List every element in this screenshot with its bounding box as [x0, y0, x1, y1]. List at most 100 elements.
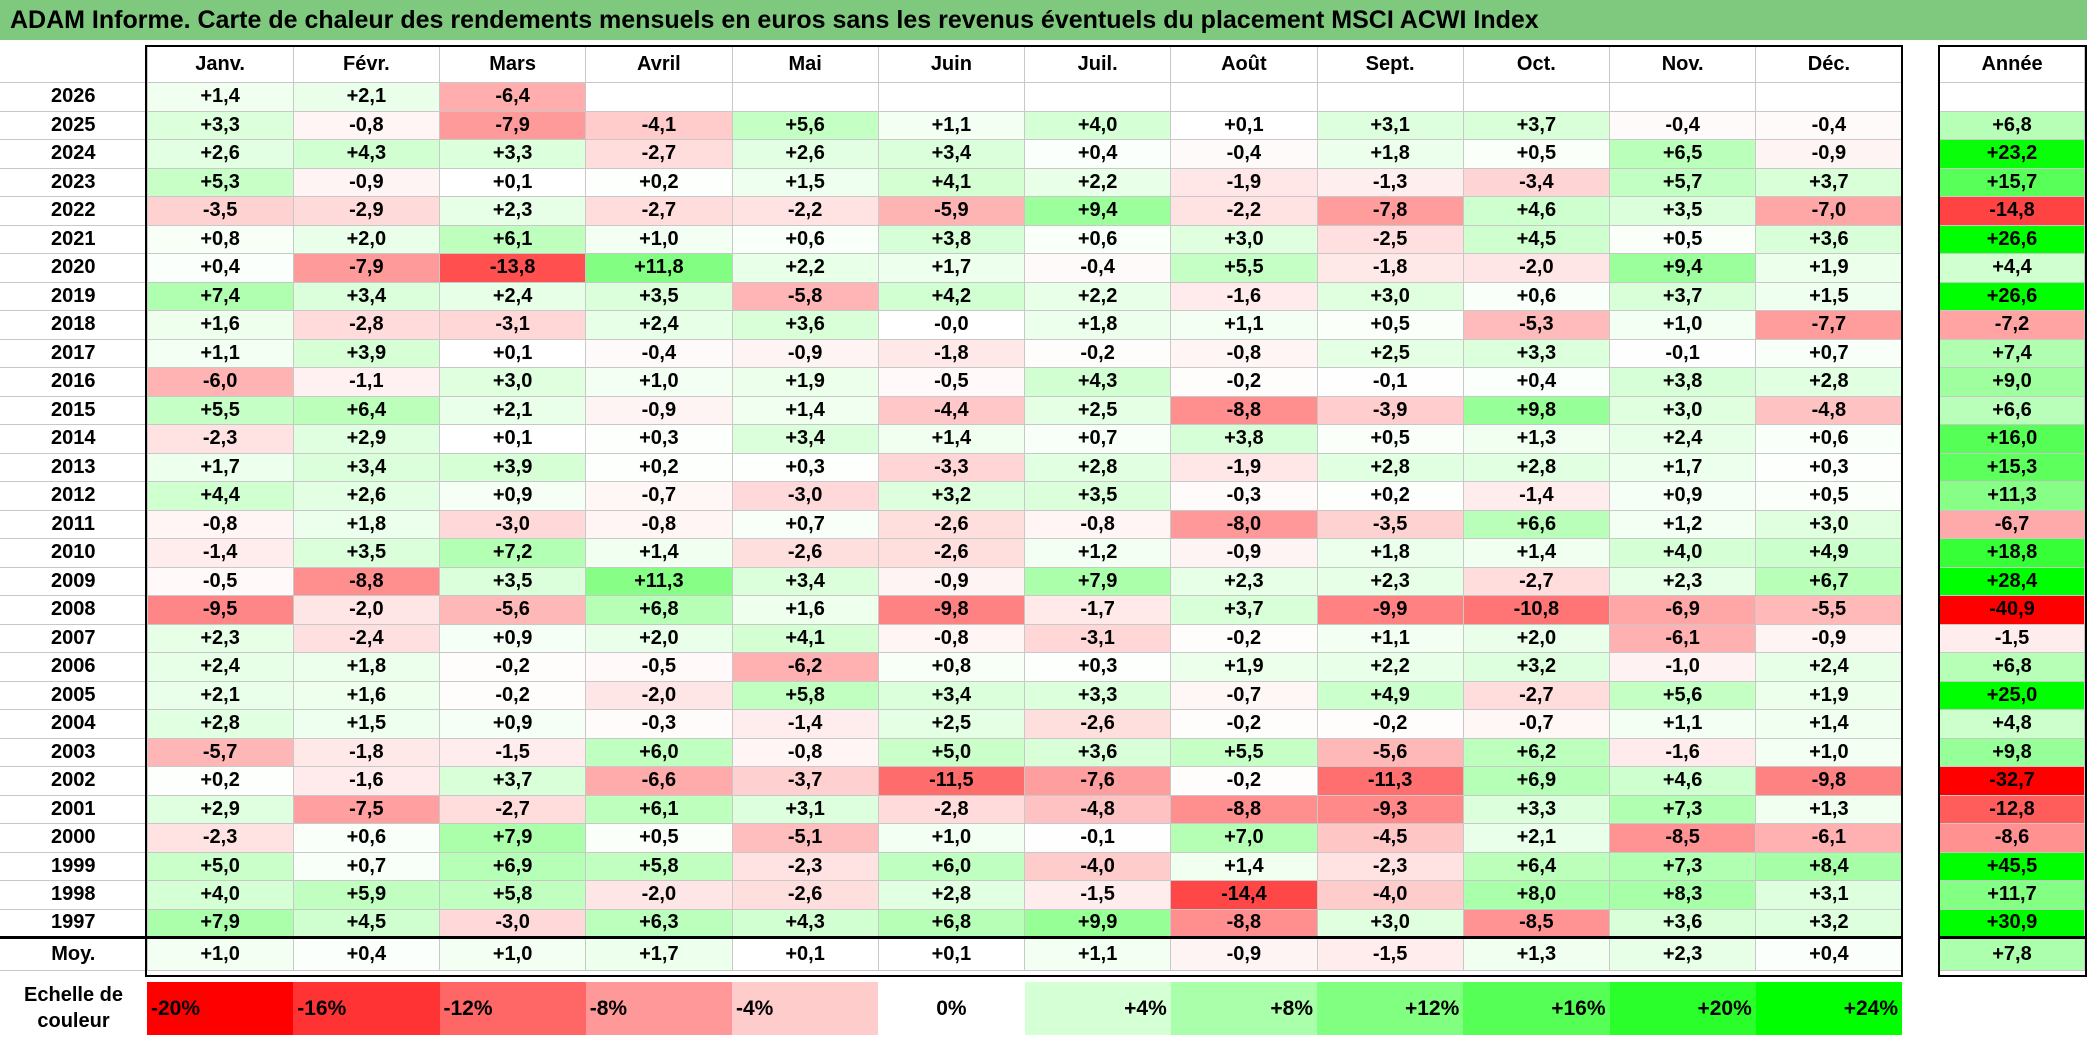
heatmap-cell: -2,0 — [585, 880, 733, 910]
heatmap-cell: +3,4 — [877, 680, 1026, 710]
heatmap-cell: -1,6 — [1608, 737, 1757, 767]
heatmap-cell: -5,8 — [731, 281, 879, 311]
heatmap-cell: +0,2 — [146, 766, 294, 796]
average-cell: -1,5 — [1316, 936, 1464, 971]
heatmap-cell: +0,5 — [1462, 139, 1611, 169]
heatmap-cell: +7,9 — [146, 908, 294, 938]
heatmap-cell: -1,4 — [1462, 481, 1611, 511]
heatmap-cell: +0,4 — [146, 253, 294, 283]
heatmap-cell: +6,9 — [1462, 766, 1611, 796]
heatmap-cell: -0,9 — [1755, 139, 1903, 169]
year-label: 2019 — [0, 281, 148, 311]
heatmap-cell: +3,5 — [438, 566, 587, 596]
heatmap-cell: +0,9 — [438, 709, 587, 739]
heatmap-cell: +0,6 — [292, 823, 441, 853]
heatmap-cell: -5,9 — [877, 196, 1026, 226]
heatmap-cell: +6,8 — [877, 908, 1026, 938]
heatmap-cell: +3,9 — [292, 338, 441, 368]
heatmap-cell: -2,2 — [731, 196, 879, 226]
heatmap-cell: +0,5 — [1755, 481, 1903, 511]
heatmap-cell: -9,8 — [877, 595, 1026, 625]
heatmap-cell: +3,9 — [438, 452, 587, 482]
heatmap-cell: +0,9 — [438, 481, 587, 511]
year-label: 2004 — [0, 709, 148, 739]
heatmap-cell: +2,8 — [1023, 452, 1172, 482]
heatmap-cell: +4,4 — [146, 481, 294, 511]
table-row: 1998 +4,0 +5,9 +5,8 -2,0 -2,6 +2,8 -1,5 -14,4 -4,… — [0, 880, 1903, 910]
heatmap-cell: +2,3 — [1316, 566, 1464, 596]
table-row: 2013 +1,7 +3,4 +3,9 +0,2 +0,3 -3,3 +2,8 -1,9 +2,8… — [0, 452, 1903, 482]
heatmap-cell: -5,6 — [438, 595, 587, 625]
heatmap-cell: -9,5 — [146, 595, 294, 625]
heatmap-cell: +6,2 — [1462, 737, 1611, 767]
annual-frame — [1938, 45, 2087, 977]
year-label: 2010 — [0, 538, 148, 568]
heatmap-cell: +2,0 — [585, 623, 733, 653]
annual-cell: +11,3 — [1939, 481, 2085, 511]
heatmap-cell: -2,0 — [585, 680, 733, 710]
heatmap-cell: +2,8 — [1462, 452, 1611, 482]
table-row: 2007 +2,3 -2,4 +0,9 +2,0 +4,1 -0,8 -3,1 -0,2 +1,1… — [0, 623, 1903, 653]
heatmap-cell: -11,3 — [1316, 766, 1464, 796]
heatmap-cell: +1,7 — [1608, 452, 1757, 482]
heatmap-cell: +3,4 — [292, 281, 441, 311]
year-label: 2026 — [0, 82, 148, 112]
heatmap-cell: +0,6 — [1755, 424, 1903, 454]
heatmap-cell: -5,3 — [1462, 310, 1611, 340]
heatmap-cell: -0,7 — [1462, 709, 1611, 739]
heatmap-cell — [731, 82, 879, 112]
year-label: 2020 — [0, 253, 148, 283]
heatmap-cell: -2,4 — [292, 623, 441, 653]
heatmap-cell: +11,8 — [585, 253, 733, 283]
scale-swatch: +8% — [1170, 982, 1317, 1035]
heatmap-cell: +2,1 — [146, 680, 294, 710]
heatmap-cell: -0,1 — [1608, 338, 1757, 368]
heatmap-cell: +2,2 — [731, 253, 879, 283]
heatmap-cell: +0,7 — [292, 851, 441, 881]
table-row: 2024 +2,6 +4,3 +3,3 -2,7 +2,6 +3,4 +0,4 -0,4 +1,8… — [0, 139, 1903, 169]
heatmap-cell: -2,8 — [292, 310, 441, 340]
heatmap-cell: +1,1 — [146, 338, 294, 368]
heatmap-cell: +0,5 — [1316, 310, 1464, 340]
annual-cell: +4,4 — [1939, 253, 2085, 283]
table-row: 2005 +2,1 +1,6 -0,2 -2,0 +5,8 +3,4 +3,3 -0,7 +4,9… — [0, 680, 1903, 710]
heatmap-cell: +3,4 — [731, 566, 879, 596]
year-label: 2012 — [0, 481, 148, 511]
heatmap-cell: +2,4 — [438, 281, 587, 311]
color-scale-label: Echelle de couleur — [24, 984, 123, 1032]
heatmap-cell: +5,7 — [1608, 167, 1757, 197]
heatmap-cell: +5,8 — [731, 680, 879, 710]
heatmap-cell: +4,3 — [292, 139, 441, 169]
heatmap-cell: +9,8 — [1462, 395, 1611, 425]
heatmap-cell: +5,8 — [585, 851, 733, 881]
average-cell: -0,9 — [1170, 936, 1318, 971]
heatmap-cell: +3,7 — [1755, 167, 1903, 197]
heatmap-cell: -6,1 — [1608, 623, 1757, 653]
heatmap-cell: +0,3 — [731, 452, 879, 482]
heatmap-cell: +3,3 — [1462, 338, 1611, 368]
heatmap-cell: -3,1 — [438, 310, 587, 340]
annual-average-cell: +7,8 — [1939, 936, 2085, 971]
heatmap-cell: +6,9 — [438, 851, 587, 881]
average-cell: +1,1 — [1023, 936, 1172, 971]
heatmap-cell: +0,1 — [1170, 110, 1318, 140]
year-label: 1999 — [0, 851, 148, 881]
heatmap-cell: +5,0 — [877, 737, 1026, 767]
heatmap-cell: +7,9 — [1023, 566, 1172, 596]
table-row: 2025 +3,3 -0,8 -7,9 -4,1 +5,6 +1,1 +4,0 +0,1 +3,1… — [0, 110, 1903, 140]
heatmap-cell: +1,2 — [1608, 509, 1757, 539]
heatmap-cell: -6,0 — [146, 367, 294, 397]
heatmap-cell: -0,0 — [877, 310, 1026, 340]
heatmap-cell: -2,5 — [1316, 224, 1464, 254]
heatmap-cell: -0,2 — [1170, 367, 1318, 397]
month-header: Avril — [585, 46, 733, 83]
heatmap-cell: -0,9 — [1755, 623, 1903, 653]
heatmap-cell: +3,8 — [1170, 424, 1318, 454]
annual-cell: +25,0 — [1939, 680, 2085, 710]
heatmap-cell: +5,3 — [146, 167, 294, 197]
year-label: 2016 — [0, 367, 148, 397]
average-cell: +1,0 — [146, 936, 294, 971]
heatmap-cell: -1,7 — [1023, 595, 1172, 625]
heatmap-cell: +2,2 — [1023, 167, 1172, 197]
heatmap-cell: +6,7 — [1755, 566, 1903, 596]
